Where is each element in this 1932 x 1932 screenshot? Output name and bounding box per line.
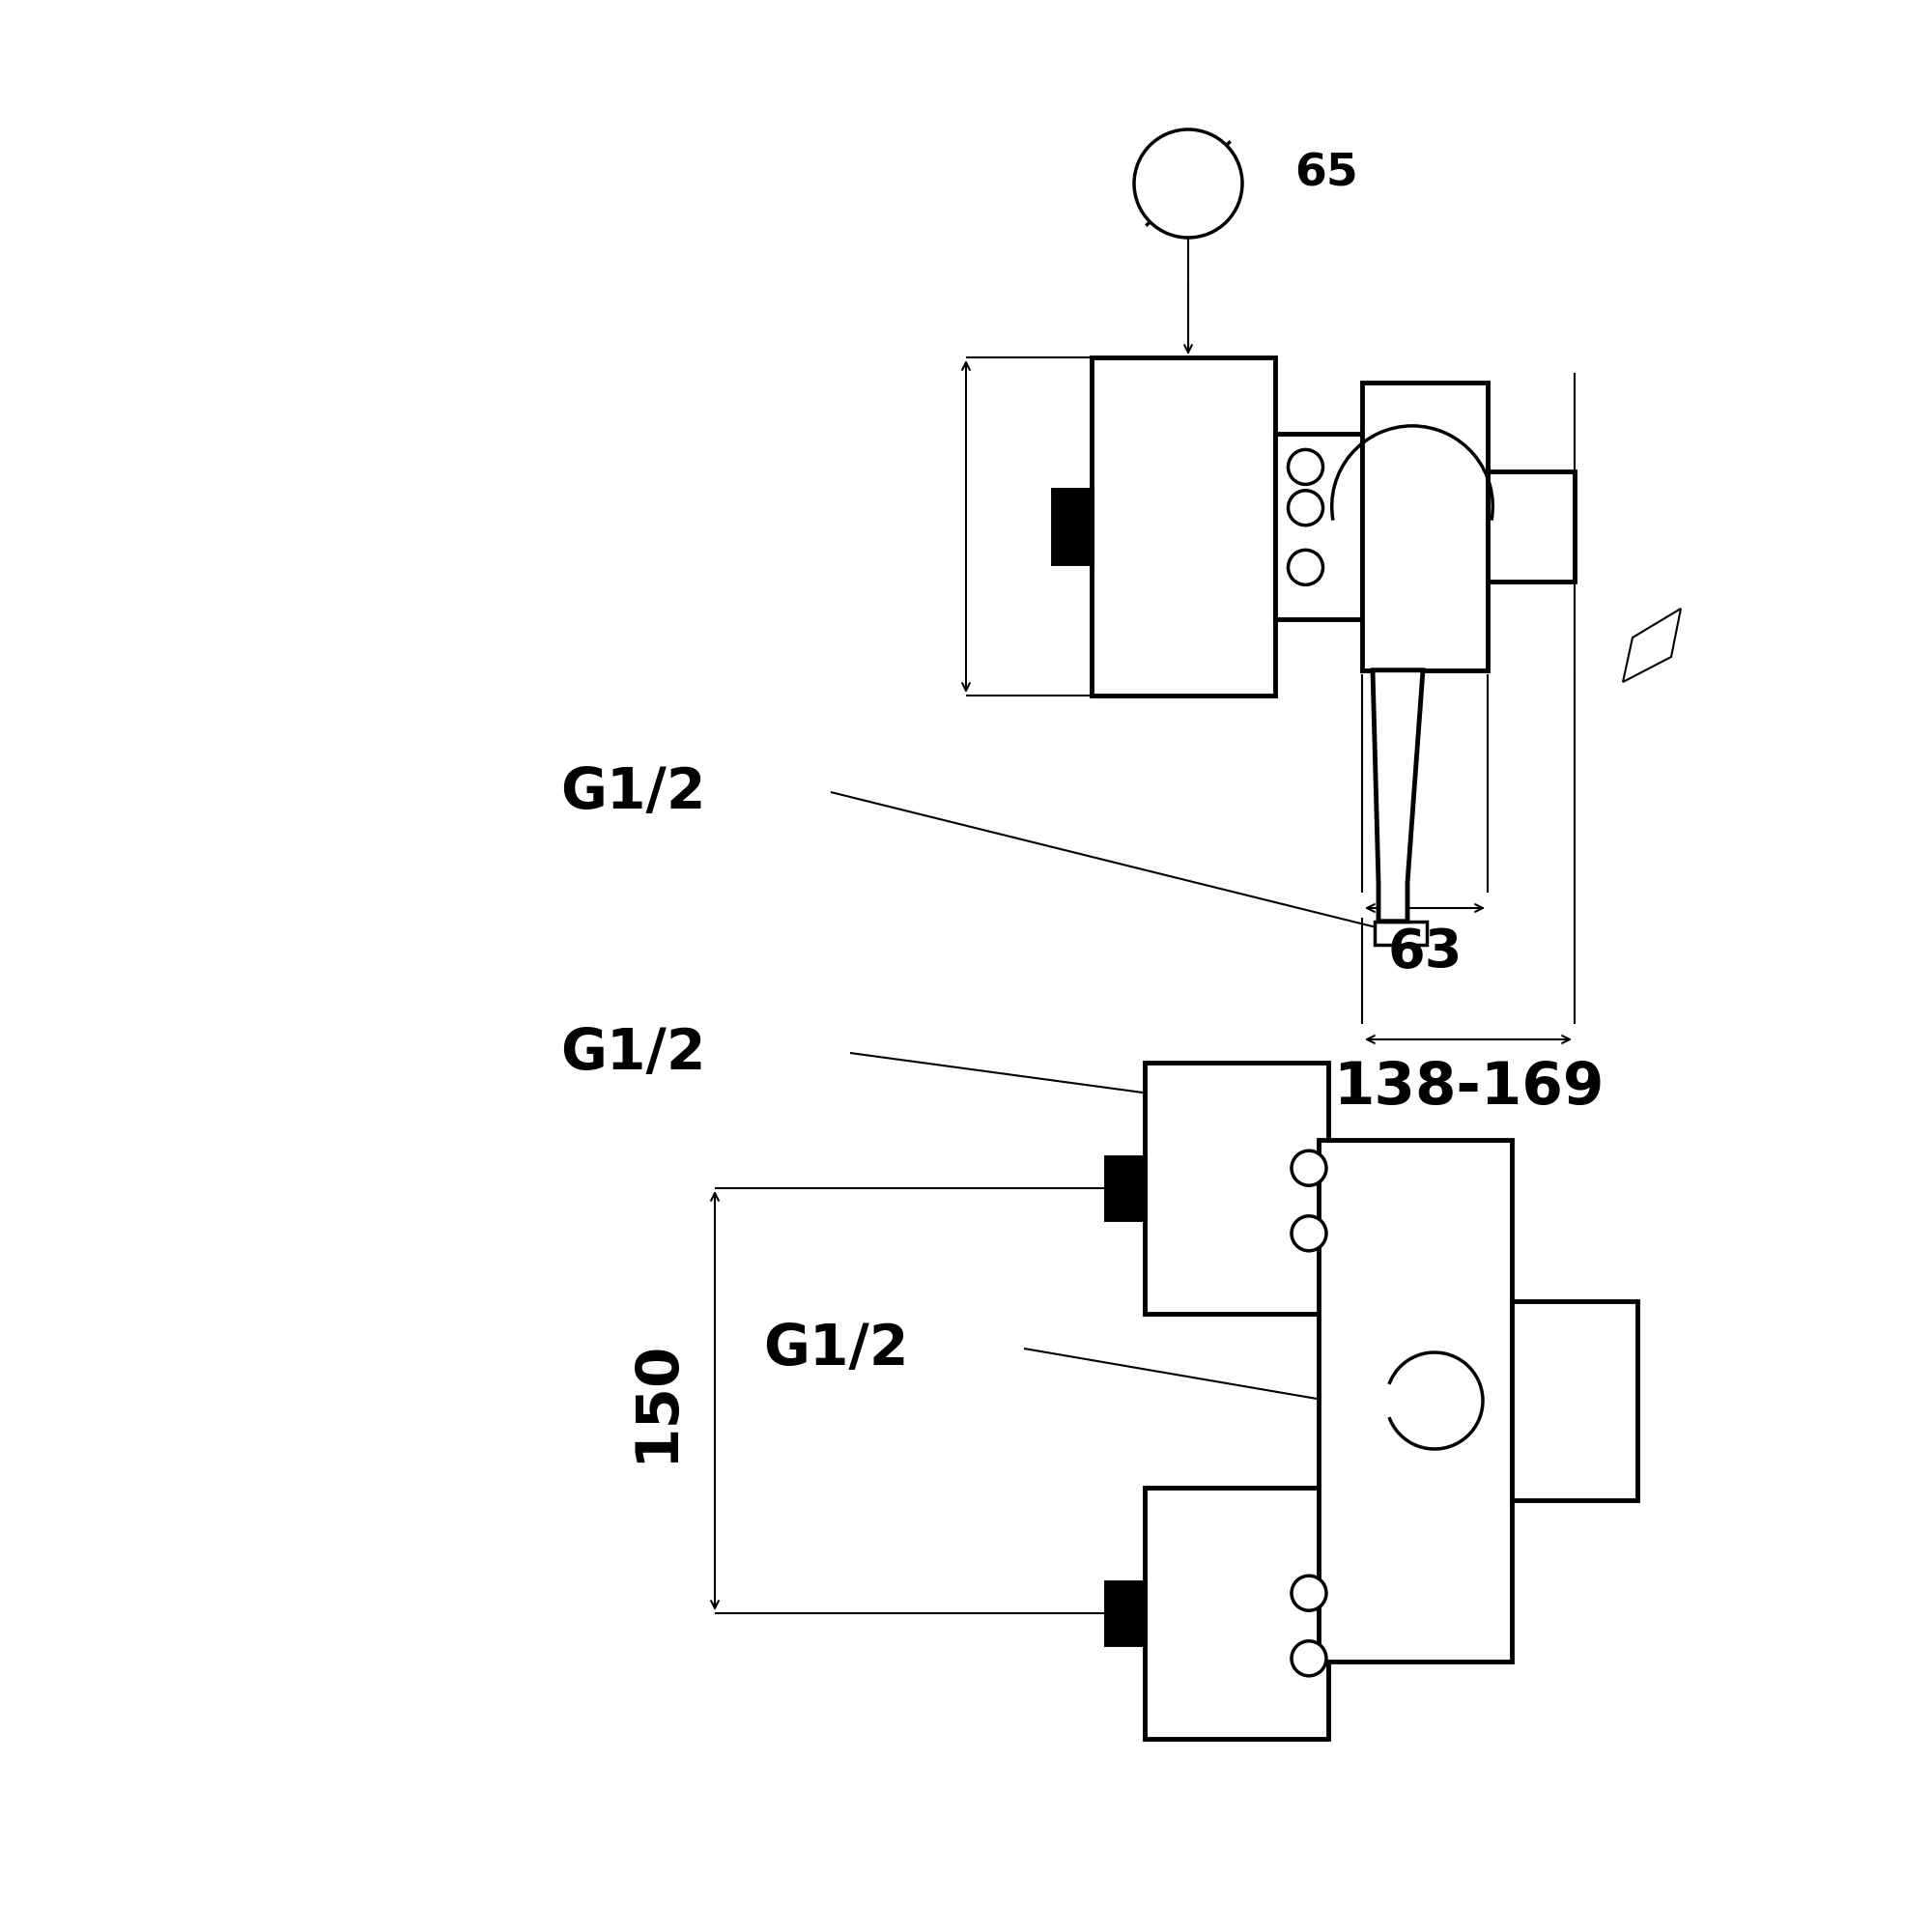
Circle shape (1291, 1640, 1325, 1675)
Text: G1/2: G1/2 (763, 1321, 908, 1376)
Bar (1144, 1063, 1329, 1314)
Bar (1511, 1302, 1638, 1499)
Polygon shape (1623, 609, 1681, 682)
Bar (1488, 471, 1575, 582)
Polygon shape (1372, 670, 1422, 922)
Bar (1053, 489, 1092, 564)
Bar (1362, 383, 1488, 670)
Circle shape (1289, 551, 1323, 585)
Bar (1105, 1582, 1144, 1644)
Bar (1144, 1488, 1329, 1739)
Bar (1275, 433, 1362, 620)
Bar (1318, 1140, 1511, 1662)
Text: 65: 65 (1294, 153, 1358, 195)
Circle shape (1289, 450, 1323, 485)
Text: G1/2: G1/2 (560, 1026, 705, 1080)
Bar (1374, 922, 1426, 945)
Circle shape (1291, 1151, 1325, 1186)
Circle shape (1289, 491, 1323, 526)
Bar (1092, 357, 1275, 696)
Circle shape (1291, 1215, 1325, 1250)
Text: 138-169: 138-169 (1333, 1059, 1604, 1117)
Bar (1105, 1157, 1144, 1219)
Text: 150: 150 (628, 1339, 686, 1463)
Text: 63: 63 (1387, 927, 1463, 978)
Circle shape (1134, 129, 1242, 238)
Circle shape (1291, 1577, 1325, 1611)
Text: G1/2: G1/2 (560, 765, 705, 819)
